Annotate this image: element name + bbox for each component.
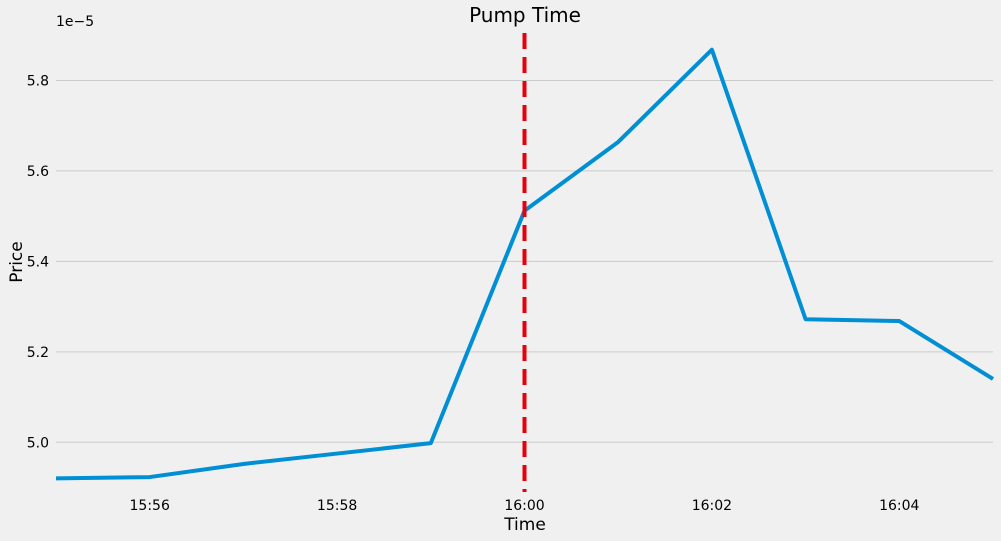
x-tick-label: 16:04 bbox=[879, 498, 919, 514]
y-tick-label: 5.8 bbox=[27, 73, 49, 89]
x-tick-label: 16:02 bbox=[692, 498, 732, 514]
y-offset-label: 1e−5 bbox=[56, 14, 94, 30]
x-axis-label: Time bbox=[503, 515, 546, 535]
y-tick-label: 5.0 bbox=[27, 435, 49, 451]
x-tick-label: 15:58 bbox=[317, 498, 357, 514]
y-tick-labels: 5.0 5.2 5.4 5.6 5.8 bbox=[27, 73, 49, 451]
y-tick-label: 5.4 bbox=[27, 254, 49, 270]
y-tick-label: 5.6 bbox=[27, 164, 49, 180]
x-tick-label: 16:00 bbox=[504, 498, 544, 514]
y-axis-label: Price bbox=[7, 241, 27, 282]
y-tick-label: 5.2 bbox=[27, 345, 49, 361]
x-tick-labels: 15:56 15:58 16:00 16:02 16:04 bbox=[130, 498, 920, 514]
x-tick-label: 15:56 bbox=[130, 498, 170, 514]
chart-title: Pump Time bbox=[469, 3, 581, 27]
